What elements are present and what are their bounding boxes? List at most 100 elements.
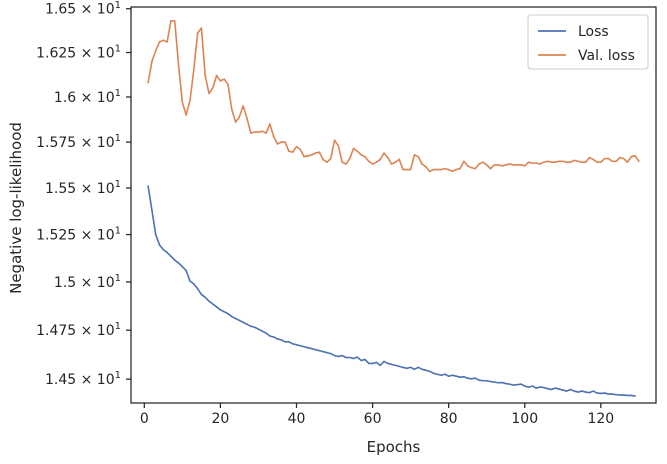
data-point-s0-61 <box>379 364 381 367</box>
data-point-s0-98 <box>520 383 522 385</box>
data-point-s0-92 <box>497 381 499 384</box>
data-point-s1-43 <box>310 154 313 156</box>
data-point-s1-60 <box>375 161 378 163</box>
data-point-s1-30 <box>261 130 264 132</box>
data-point-s0-87 <box>478 379 480 381</box>
data-point-s1-95 <box>508 163 511 165</box>
x-tick-label: 40 <box>288 411 306 427</box>
data-point-s0-62 <box>383 360 385 363</box>
data-point-s1-48 <box>329 157 332 160</box>
data-point-s0-117 <box>592 390 595 392</box>
data-point-s0-57 <box>364 358 366 361</box>
data-point-s0-10 <box>185 269 187 272</box>
data-point-s1-11 <box>189 99 191 102</box>
data-point-s1-97 <box>516 164 518 166</box>
legend-label-loss: Loss <box>578 24 609 40</box>
legend-label-val-loss: Val. loss <box>578 48 635 64</box>
data-point-s0-125 <box>622 394 625 396</box>
data-point-s0-121 <box>607 393 610 395</box>
data-point-s1-45 <box>318 151 321 153</box>
data-point-s1-70 <box>413 154 416 156</box>
data-point-s1-61 <box>379 158 381 161</box>
data-point-s1-110 <box>565 161 568 163</box>
y-axis-ticks: 1.45 × 101 1.475 × 101 1.5 × 101 1.525 × 10… <box>36 0 131 388</box>
data-point-s0-83 <box>463 376 465 378</box>
data-point-s1-77 <box>440 168 442 171</box>
data-point-s1-114 <box>581 161 583 163</box>
data-point-s1-94 <box>504 164 507 166</box>
data-point-s0-110 <box>565 390 568 392</box>
data-point-s0-21 <box>227 312 229 315</box>
data-point-s1-63 <box>386 156 389 159</box>
data-point-s1-19 <box>219 80 222 82</box>
data-point-s1-50 <box>337 144 340 147</box>
data-point-s0-112 <box>573 390 576 392</box>
data-point-s1-117 <box>592 158 595 161</box>
data-point-s0-81 <box>455 375 458 378</box>
data-point-s0-97 <box>516 383 518 386</box>
data-point-s1-25 <box>242 105 245 107</box>
data-point-s1-112 <box>573 159 576 162</box>
data-point-s1-98 <box>520 164 522 166</box>
data-point-s1-126 <box>626 161 629 163</box>
data-point-s0-14 <box>200 293 203 296</box>
data-point-s1-67 <box>402 168 404 171</box>
data-point-s0-45 <box>318 349 321 352</box>
data-point-s0-96 <box>512 384 515 386</box>
data-point-s1-91 <box>493 164 496 166</box>
data-point-s0-7 <box>173 259 176 261</box>
data-point-s0-36 <box>284 341 286 343</box>
data-point-s1-75 <box>432 168 435 171</box>
legend: Loss Val. loss <box>527 14 649 70</box>
y-tick-label: 1.525 × 101 <box>36 226 121 244</box>
data-point-s1-88 <box>482 161 484 163</box>
data-point-s0-47 <box>326 351 328 354</box>
data-point-s1-124 <box>619 156 621 159</box>
data-point-s1-32 <box>269 123 271 125</box>
y-tick-label: 1.625 × 101 <box>36 44 121 62</box>
data-point-s1-15 <box>204 74 206 77</box>
data-point-s1-107 <box>554 161 556 163</box>
data-point-s0-122 <box>611 393 614 395</box>
data-point-s0-18 <box>215 306 218 308</box>
data-point-s1-104 <box>542 161 545 163</box>
x-tick-label: 60 <box>364 411 382 427</box>
data-point-s0-63 <box>386 362 389 365</box>
data-point-s1-99 <box>523 165 526 167</box>
data-point-s0-76 <box>436 373 439 376</box>
data-point-s1-125 <box>622 157 625 160</box>
data-point-s0-60 <box>375 361 378 364</box>
data-point-s0-107 <box>554 387 556 389</box>
data-point-s1-33 <box>272 135 275 138</box>
data-point-s1-31 <box>265 132 267 134</box>
data-point-s0-79 <box>447 375 450 378</box>
data-point-s0-59 <box>371 362 374 365</box>
data-point-s0-38 <box>291 343 294 345</box>
data-point-s0-113 <box>577 391 579 393</box>
data-point-s0-17 <box>211 303 214 305</box>
data-point-s1-53 <box>348 157 351 160</box>
data-point-s0-28 <box>253 326 256 329</box>
data-point-s1-7 <box>173 20 176 22</box>
data-point-s0-114 <box>581 390 583 392</box>
data-point-s0-44 <box>314 348 317 351</box>
data-point-s1-69 <box>409 168 412 171</box>
data-point-s0-99 <box>523 385 526 387</box>
data-point-s0-5 <box>166 251 168 254</box>
data-point-s1-57 <box>364 155 366 158</box>
data-point-s1-40 <box>299 148 302 151</box>
data-point-s1-122 <box>611 160 614 163</box>
data-point-s1-51 <box>341 161 343 163</box>
data-point-s1-80 <box>451 170 454 173</box>
data-point-s0-101 <box>531 385 534 387</box>
data-point-s1-13 <box>196 32 199 34</box>
data-point-s0-72 <box>421 368 423 371</box>
data-point-s0-128 <box>634 395 636 397</box>
data-point-s1-0 <box>147 81 149 84</box>
y-axis-label: Negative log-likelihood <box>7 122 25 294</box>
x-tick-label: 120 <box>587 411 614 427</box>
data-point-s0-26 <box>246 323 248 326</box>
data-point-s0-56 <box>360 359 362 362</box>
data-point-s0-77 <box>440 374 442 377</box>
